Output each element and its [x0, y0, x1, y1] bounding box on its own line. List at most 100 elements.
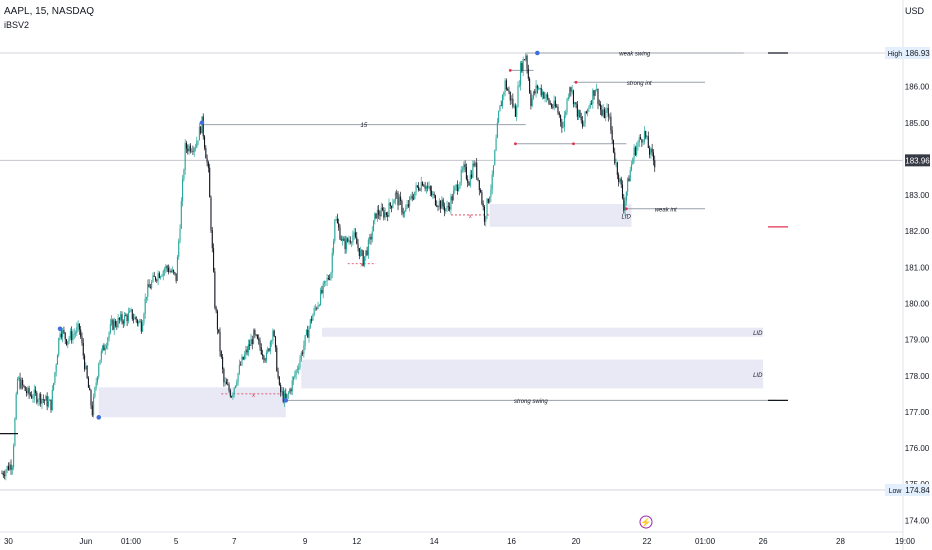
- candle-body[interactable]: [512, 98, 514, 107]
- candle-body[interactable]: [356, 237, 358, 245]
- candle-body[interactable]: [562, 127, 564, 128]
- candle-body[interactable]: [14, 418, 16, 446]
- candle-body[interactable]: [598, 103, 600, 105]
- candle-body[interactable]: [313, 308, 315, 315]
- candle-body[interactable]: [520, 63, 522, 86]
- candle-body[interactable]: [418, 186, 420, 191]
- candle-body[interactable]: [173, 269, 175, 273]
- candle-body[interactable]: [473, 163, 475, 166]
- candle-body[interactable]: [459, 182, 461, 188]
- candle-body[interactable]: [32, 398, 34, 399]
- candle-body[interactable]: [558, 112, 560, 116]
- candle-body[interactable]: [363, 256, 366, 266]
- candle-body[interactable]: [295, 370, 297, 376]
- candle-body[interactable]: [51, 389, 53, 410]
- candle-body[interactable]: [406, 204, 408, 209]
- candle-body[interactable]: [2, 473, 4, 476]
- candle-body[interactable]: [516, 107, 518, 117]
- candle-body[interactable]: [354, 232, 357, 238]
- candle-body[interactable]: [517, 85, 519, 108]
- candle-body[interactable]: [59, 333, 61, 339]
- candle-body[interactable]: [238, 364, 240, 374]
- candle-body[interactable]: [447, 206, 449, 207]
- candle-body[interactable]: [62, 330, 64, 338]
- candle-body[interactable]: [234, 385, 237, 388]
- candle-body[interactable]: [205, 147, 207, 159]
- candle-body[interactable]: [180, 201, 182, 229]
- candle-body[interactable]: [442, 199, 444, 207]
- candle-body[interactable]: [127, 312, 129, 322]
- candle-body[interactable]: [240, 364, 242, 366]
- candle-body[interactable]: [584, 111, 586, 123]
- candle-body[interactable]: [46, 396, 48, 407]
- candle-body[interactable]: [174, 272, 176, 274]
- candle-body[interactable]: [254, 329, 256, 335]
- candle-body[interactable]: [303, 345, 305, 354]
- candle-body[interactable]: [311, 319, 313, 321]
- swing-high-low-marker[interactable]: [96, 415, 102, 420]
- candle-body[interactable]: [317, 305, 319, 309]
- candle-body[interactable]: [590, 103, 593, 105]
- candle-body[interactable]: [460, 169, 462, 183]
- candle-body[interactable]: [277, 371, 279, 377]
- candle-body[interactable]: [646, 136, 648, 138]
- candle-body[interactable]: [60, 333, 62, 338]
- candle-body[interactable]: [495, 138, 497, 151]
- candle-body[interactable]: [550, 104, 553, 107]
- candle-body[interactable]: [351, 242, 353, 244]
- candle-body[interactable]: [63, 330, 65, 333]
- candle-body[interactable]: [624, 200, 626, 211]
- candle-body[interactable]: [434, 195, 436, 206]
- candle-body[interactable]: [161, 275, 163, 277]
- candle-body[interactable]: [441, 199, 443, 209]
- candle-body[interactable]: [224, 381, 226, 383]
- candle-body[interactable]: [216, 311, 218, 330]
- candle-body[interactable]: [133, 318, 135, 320]
- candle-body[interactable]: [641, 139, 643, 143]
- candle-body[interactable]: [492, 165, 495, 175]
- candle-body[interactable]: [421, 182, 424, 186]
- candle-body[interactable]: [402, 212, 404, 214]
- candle-body[interactable]: [200, 126, 202, 134]
- candle-body[interactable]: [223, 369, 225, 383]
- demand-zone[interactable]: [321, 327, 764, 337]
- candle-body[interactable]: [339, 227, 341, 240]
- candle-body[interactable]: [292, 376, 295, 381]
- candle-body[interactable]: [176, 256, 178, 281]
- candle-body[interactable]: [291, 380, 293, 392]
- candle-body[interactable]: [620, 178, 622, 185]
- candle-body[interactable]: [69, 331, 71, 339]
- candle-body[interactable]: [268, 348, 270, 351]
- candle-body[interactable]: [49, 399, 51, 401]
- candle-body[interactable]: [187, 148, 189, 152]
- candle-body[interactable]: [410, 196, 412, 198]
- candle-body[interactable]: [158, 273, 160, 278]
- swing-high-low-marker[interactable]: [199, 120, 205, 126]
- candle-body[interactable]: [535, 85, 537, 94]
- candle-body[interactable]: [320, 289, 322, 305]
- candle-body[interactable]: [636, 146, 638, 155]
- candle-body[interactable]: [347, 238, 349, 242]
- candle-body[interactable]: [87, 377, 89, 388]
- candle-body[interactable]: [534, 91, 536, 94]
- candle-body[interactable]: [348, 240, 350, 242]
- candle-body[interactable]: [615, 162, 617, 164]
- candle-body[interactable]: [392, 203, 394, 208]
- candle-body[interactable]: [560, 115, 562, 122]
- candle-body[interactable]: [77, 323, 79, 328]
- candle-body[interactable]: [649, 148, 651, 155]
- candle-body[interactable]: [483, 206, 486, 222]
- candle-body[interactable]: [522, 59, 524, 72]
- candle-body[interactable]: [499, 105, 501, 112]
- candle-body[interactable]: [489, 197, 491, 203]
- candle-body[interactable]: [211, 230, 213, 249]
- candle-body[interactable]: [477, 177, 479, 181]
- candle-body[interactable]: [220, 351, 222, 357]
- candle-body[interactable]: [652, 152, 654, 161]
- candle-body[interactable]: [68, 338, 70, 342]
- candle-body[interactable]: [120, 314, 122, 320]
- candle-body[interactable]: [90, 390, 92, 406]
- candle-body[interactable]: [396, 192, 398, 194]
- candle-body[interactable]: [289, 389, 291, 393]
- candle-body[interactable]: [580, 117, 582, 121]
